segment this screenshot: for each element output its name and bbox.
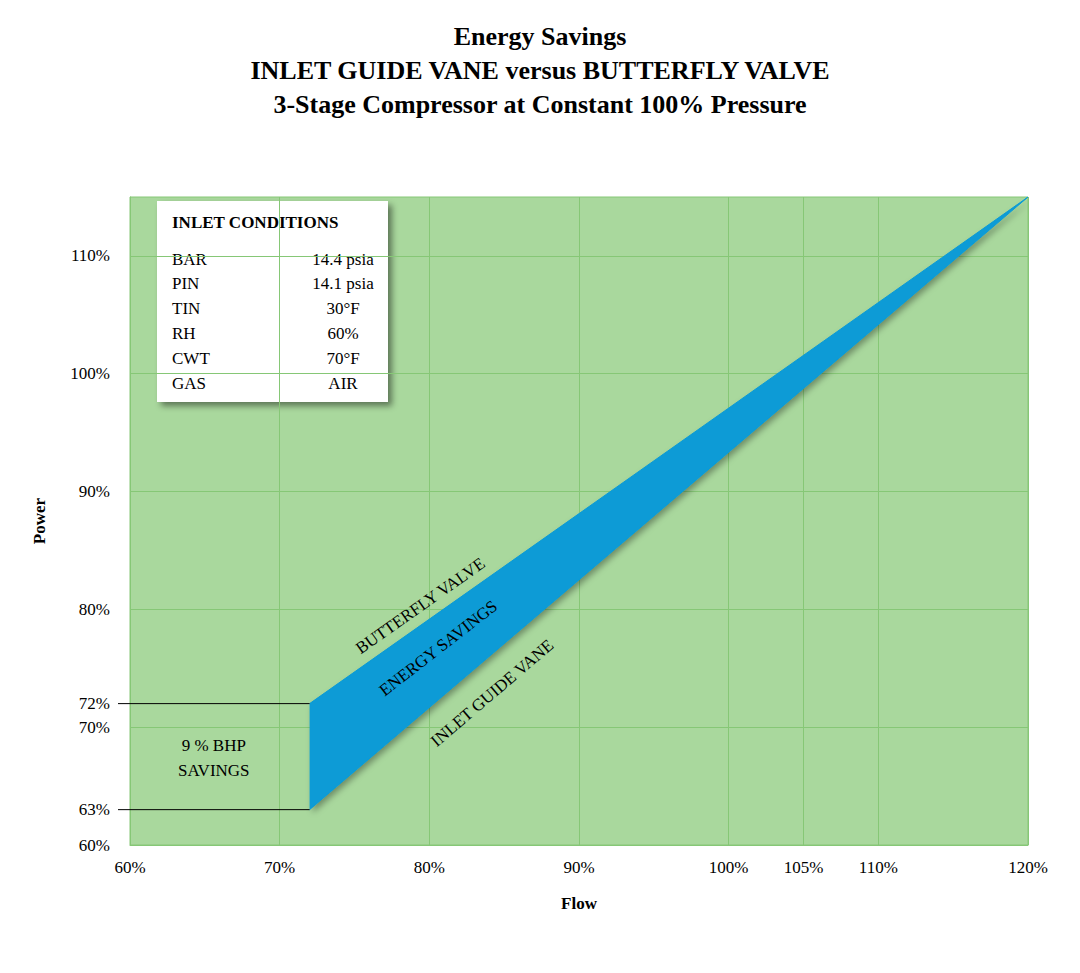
svg-text:SAVINGS: SAVINGS — [178, 761, 250, 780]
svg-text:90%: 90% — [563, 858, 594, 877]
svg-text:63%: 63% — [79, 800, 110, 819]
svg-text:Energy Savings: Energy Savings — [454, 22, 627, 51]
svg-text:100%: 100% — [70, 364, 110, 383]
svg-text:ENERGY SAVINGS: ENERGY SAVINGS — [376, 597, 501, 700]
svg-text:3-Stage Compressor at Constant: 3-Stage Compressor at Constant 100% Pres… — [273, 90, 806, 119]
svg-text:70%: 70% — [264, 858, 295, 877]
svg-text:90%: 90% — [79, 482, 110, 501]
svg-text:80%: 80% — [414, 858, 445, 877]
svg-text:14.1 psia: 14.1 psia — [312, 274, 374, 293]
svg-text:72%: 72% — [79, 694, 110, 713]
svg-text:110%: 110% — [71, 246, 110, 265]
svg-text:60%: 60% — [114, 858, 145, 877]
svg-text:120%: 120% — [1008, 858, 1048, 877]
svg-text:RH: RH — [172, 324, 196, 343]
svg-text:105%: 105% — [784, 858, 824, 877]
svg-text:14.4 psia: 14.4 psia — [312, 250, 374, 269]
svg-text:100%: 100% — [709, 858, 749, 877]
svg-text:70%: 70% — [79, 718, 110, 737]
svg-text:9 % BHP: 9 % BHP — [182, 736, 246, 755]
svg-text:INLET GUIDE VANE versus BUTTER: INLET GUIDE VANE versus BUTTERFLY VALVE — [250, 56, 829, 85]
svg-text:70°F: 70°F — [326, 349, 359, 368]
svg-text:30°F: 30°F — [326, 299, 359, 318]
svg-text:Flow: Flow — [561, 894, 598, 913]
svg-text:110%: 110% — [859, 858, 898, 877]
svg-text:Power: Power — [30, 497, 49, 544]
svg-text:GAS: GAS — [172, 374, 206, 393]
svg-text:80%: 80% — [79, 600, 110, 619]
svg-text:CWT: CWT — [172, 349, 210, 368]
svg-text:60%: 60% — [327, 324, 358, 343]
svg-text:TIN: TIN — [172, 299, 200, 318]
svg-text:AIR: AIR — [328, 374, 358, 393]
svg-text:60%: 60% — [79, 836, 110, 855]
svg-text:BUTTERFLY VALVE: BUTTERFLY VALVE — [352, 554, 488, 658]
svg-text:INLET GUIDE VANE: INLET GUIDE VANE — [427, 635, 558, 751]
svg-text:BAR: BAR — [172, 250, 208, 269]
svg-text:INLET CONDITIONS: INLET CONDITIONS — [172, 213, 338, 232]
svg-text:PIN: PIN — [172, 274, 199, 293]
